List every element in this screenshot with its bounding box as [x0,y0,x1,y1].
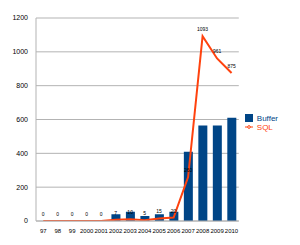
svg-text:260: 260 [184,167,193,173]
svg-text:0: 0 [71,211,74,217]
svg-text:600: 600 [16,116,28,123]
svg-text:800: 800 [16,82,28,89]
svg-text:7: 7 [114,210,117,216]
svg-text:1000: 1000 [12,48,28,55]
svg-text:0: 0 [100,211,103,217]
svg-text:2004: 2004 [138,228,152,234]
svg-text:10: 10 [127,209,133,215]
svg-text:0: 0 [85,211,88,217]
svg-text:2001: 2001 [95,228,109,234]
svg-text:2005: 2005 [152,228,166,234]
svg-text:400: 400 [16,150,28,157]
svg-text:2006: 2006 [167,228,181,234]
svg-text:2003: 2003 [123,228,137,234]
html-text:SQL: SQL [256,122,273,132]
svg-text:15: 15 [156,208,162,214]
svg-text:961: 961 [213,48,222,54]
svg-text:2010: 2010 [225,228,239,234]
svg-text:2000: 2000 [80,228,94,234]
svg-text:2009: 2009 [210,228,224,234]
svg-text:0: 0 [42,211,45,217]
html-text:Buffer: Buffer [256,113,278,123]
svg-text:97: 97 [40,228,47,234]
svg-text:0: 0 [56,211,59,217]
svg-text:2007: 2007 [181,228,195,234]
svg-text:1200: 1200 [12,14,28,21]
svg-text:99: 99 [69,228,76,234]
svg-text:2008: 2008 [196,228,210,234]
svg-text:5: 5 [143,210,146,216]
svg-text:875: 875 [227,63,236,69]
svg-text:0: 0 [24,217,28,224]
svg-text:1093: 1093 [197,26,208,32]
svg-text:200: 200 [16,184,28,191]
svg-text:2002: 2002 [109,228,123,234]
svg-text:98: 98 [54,228,61,234]
svg-text:20: 20 [171,208,177,214]
